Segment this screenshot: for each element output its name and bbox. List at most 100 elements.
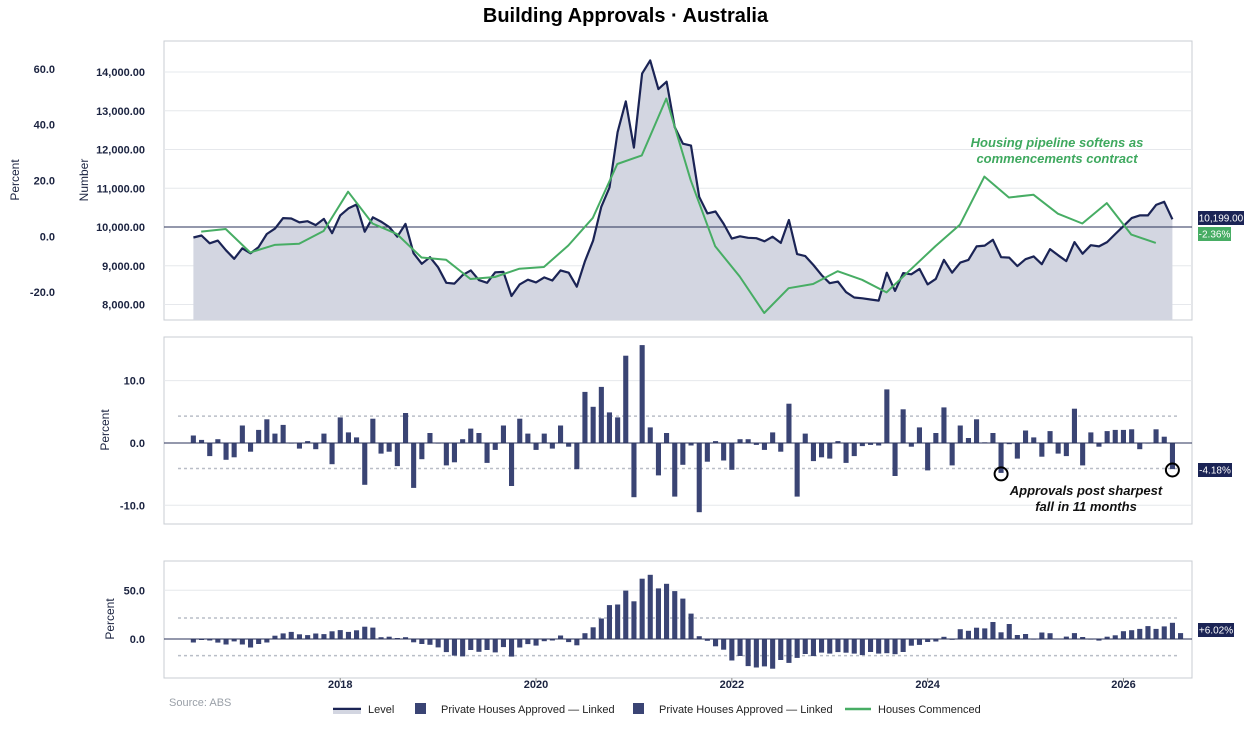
bottom-bar [517,639,523,648]
bottom-bar [590,627,596,639]
middle-bar [419,443,425,460]
middle-bar [892,443,898,476]
middle-bar [876,443,882,446]
middle-bar [533,443,539,450]
middle-bar [525,433,531,443]
middle-bar [639,345,645,443]
middle-bar [819,443,825,458]
middle-bar [590,406,596,443]
top-number-tick-label: 10,000.00 [96,222,145,234]
middle-bar [370,418,376,443]
middle-bar [223,443,229,460]
bottom-bar [190,639,196,643]
source-note: Source: ABS [169,697,231,709]
bottom-bar [1023,634,1029,639]
bottom-value-badge [1198,623,1234,637]
middle-bar [729,443,735,470]
middle-panel-frame [163,336,1193,525]
bottom-value-badge-text: +6.02% [1199,626,1233,637]
middle-bar [386,443,392,452]
bottom-bar [1120,631,1126,639]
bottom-bar [778,639,784,660]
middle-bar [957,425,963,443]
bottom-bar [802,639,808,654]
middle-bar [688,443,694,446]
middle-bar [696,443,702,513]
bottom-bar [908,639,914,646]
bottom-bar [223,639,229,645]
bottom-bar [305,635,311,639]
middle-axis-title: Percent [98,409,112,451]
bottom-bar [256,639,262,644]
top-number-tick-label: 12,000.00 [96,145,145,157]
middle-bar [721,443,727,461]
middle-bar [239,425,245,443]
legend-level-area-swatch [333,710,361,714]
legend-bar-swatch-1 [415,703,426,714]
middle-bar [998,443,1004,473]
middle-bar [1023,430,1029,443]
bottom-bar [933,639,939,642]
bottom-tick-label: 50.0 [124,585,145,597]
bottom-bar [386,636,392,639]
middle-value-badge-text: -4.18% [1199,466,1231,477]
middle-bar [1039,443,1045,457]
middle-bar [704,443,710,462]
middle-bar [1088,432,1094,443]
middle-bar [582,391,588,443]
middle-tick-label: 10.0 [124,376,145,388]
middle-bar [1096,443,1102,447]
bottom-bar [827,639,833,654]
x-axis-tick-label: 2024 [915,679,940,691]
middle-bar [231,443,237,458]
middle-bar [215,439,221,443]
level-value-badge [1198,211,1244,225]
bottom-bar [1096,639,1102,641]
middle-bar [337,417,343,443]
middle-bar [1047,431,1053,443]
bottom-bar [998,632,1004,639]
bottom-bar [957,629,963,639]
middle-bar [737,439,743,443]
top-percent-tick-label: 60.0 [34,64,55,76]
bottom-bar [696,636,702,639]
middle-bar [329,443,335,465]
bottom-bar [329,631,335,639]
legend-bar-label-2: Private Houses Approved — Linked [659,704,833,716]
middle-bar [908,443,914,447]
legend-bar-swatch-2 [633,703,644,714]
bottom-bar [566,639,572,643]
middle-bar [394,443,400,467]
bottom-bar [403,637,409,639]
bottom-bar [231,639,237,642]
middle-bar [1080,443,1086,466]
middle-bar [1031,437,1037,443]
middle-value-badge [1198,463,1232,477]
bottom-bar [1071,633,1077,639]
middle-bar [305,441,311,443]
bottom-bar [509,639,515,657]
bottom-bar [606,605,612,639]
middle-bar [1063,443,1069,457]
bottom-bar [639,578,645,639]
middle-bar [264,419,270,443]
bottom-bar [443,639,449,653]
middle-bar [770,432,776,443]
bottom-bar [655,588,661,639]
bottom-bar [794,639,800,658]
x-axis-tick-label: 2026 [1111,679,1135,691]
bottom-bar [451,639,457,656]
middle-annotation-line-1: Approvals post sharpest [1009,483,1163,498]
bottom-bar [688,613,694,639]
middle-tick-label: 0.0 [130,438,145,450]
top-percent-tick-label: 0.0 [40,231,55,243]
bottom-bar [786,639,792,663]
bottom-bar [1137,628,1143,639]
chart-title: Building Approvals · Australia [482,5,769,27]
bottom-panel-frame [163,560,1193,679]
middle-bar [990,433,996,443]
middle-bar [443,443,449,466]
middle-bar [786,403,792,443]
middle-bar [794,443,800,497]
bottom-bar [884,639,890,654]
